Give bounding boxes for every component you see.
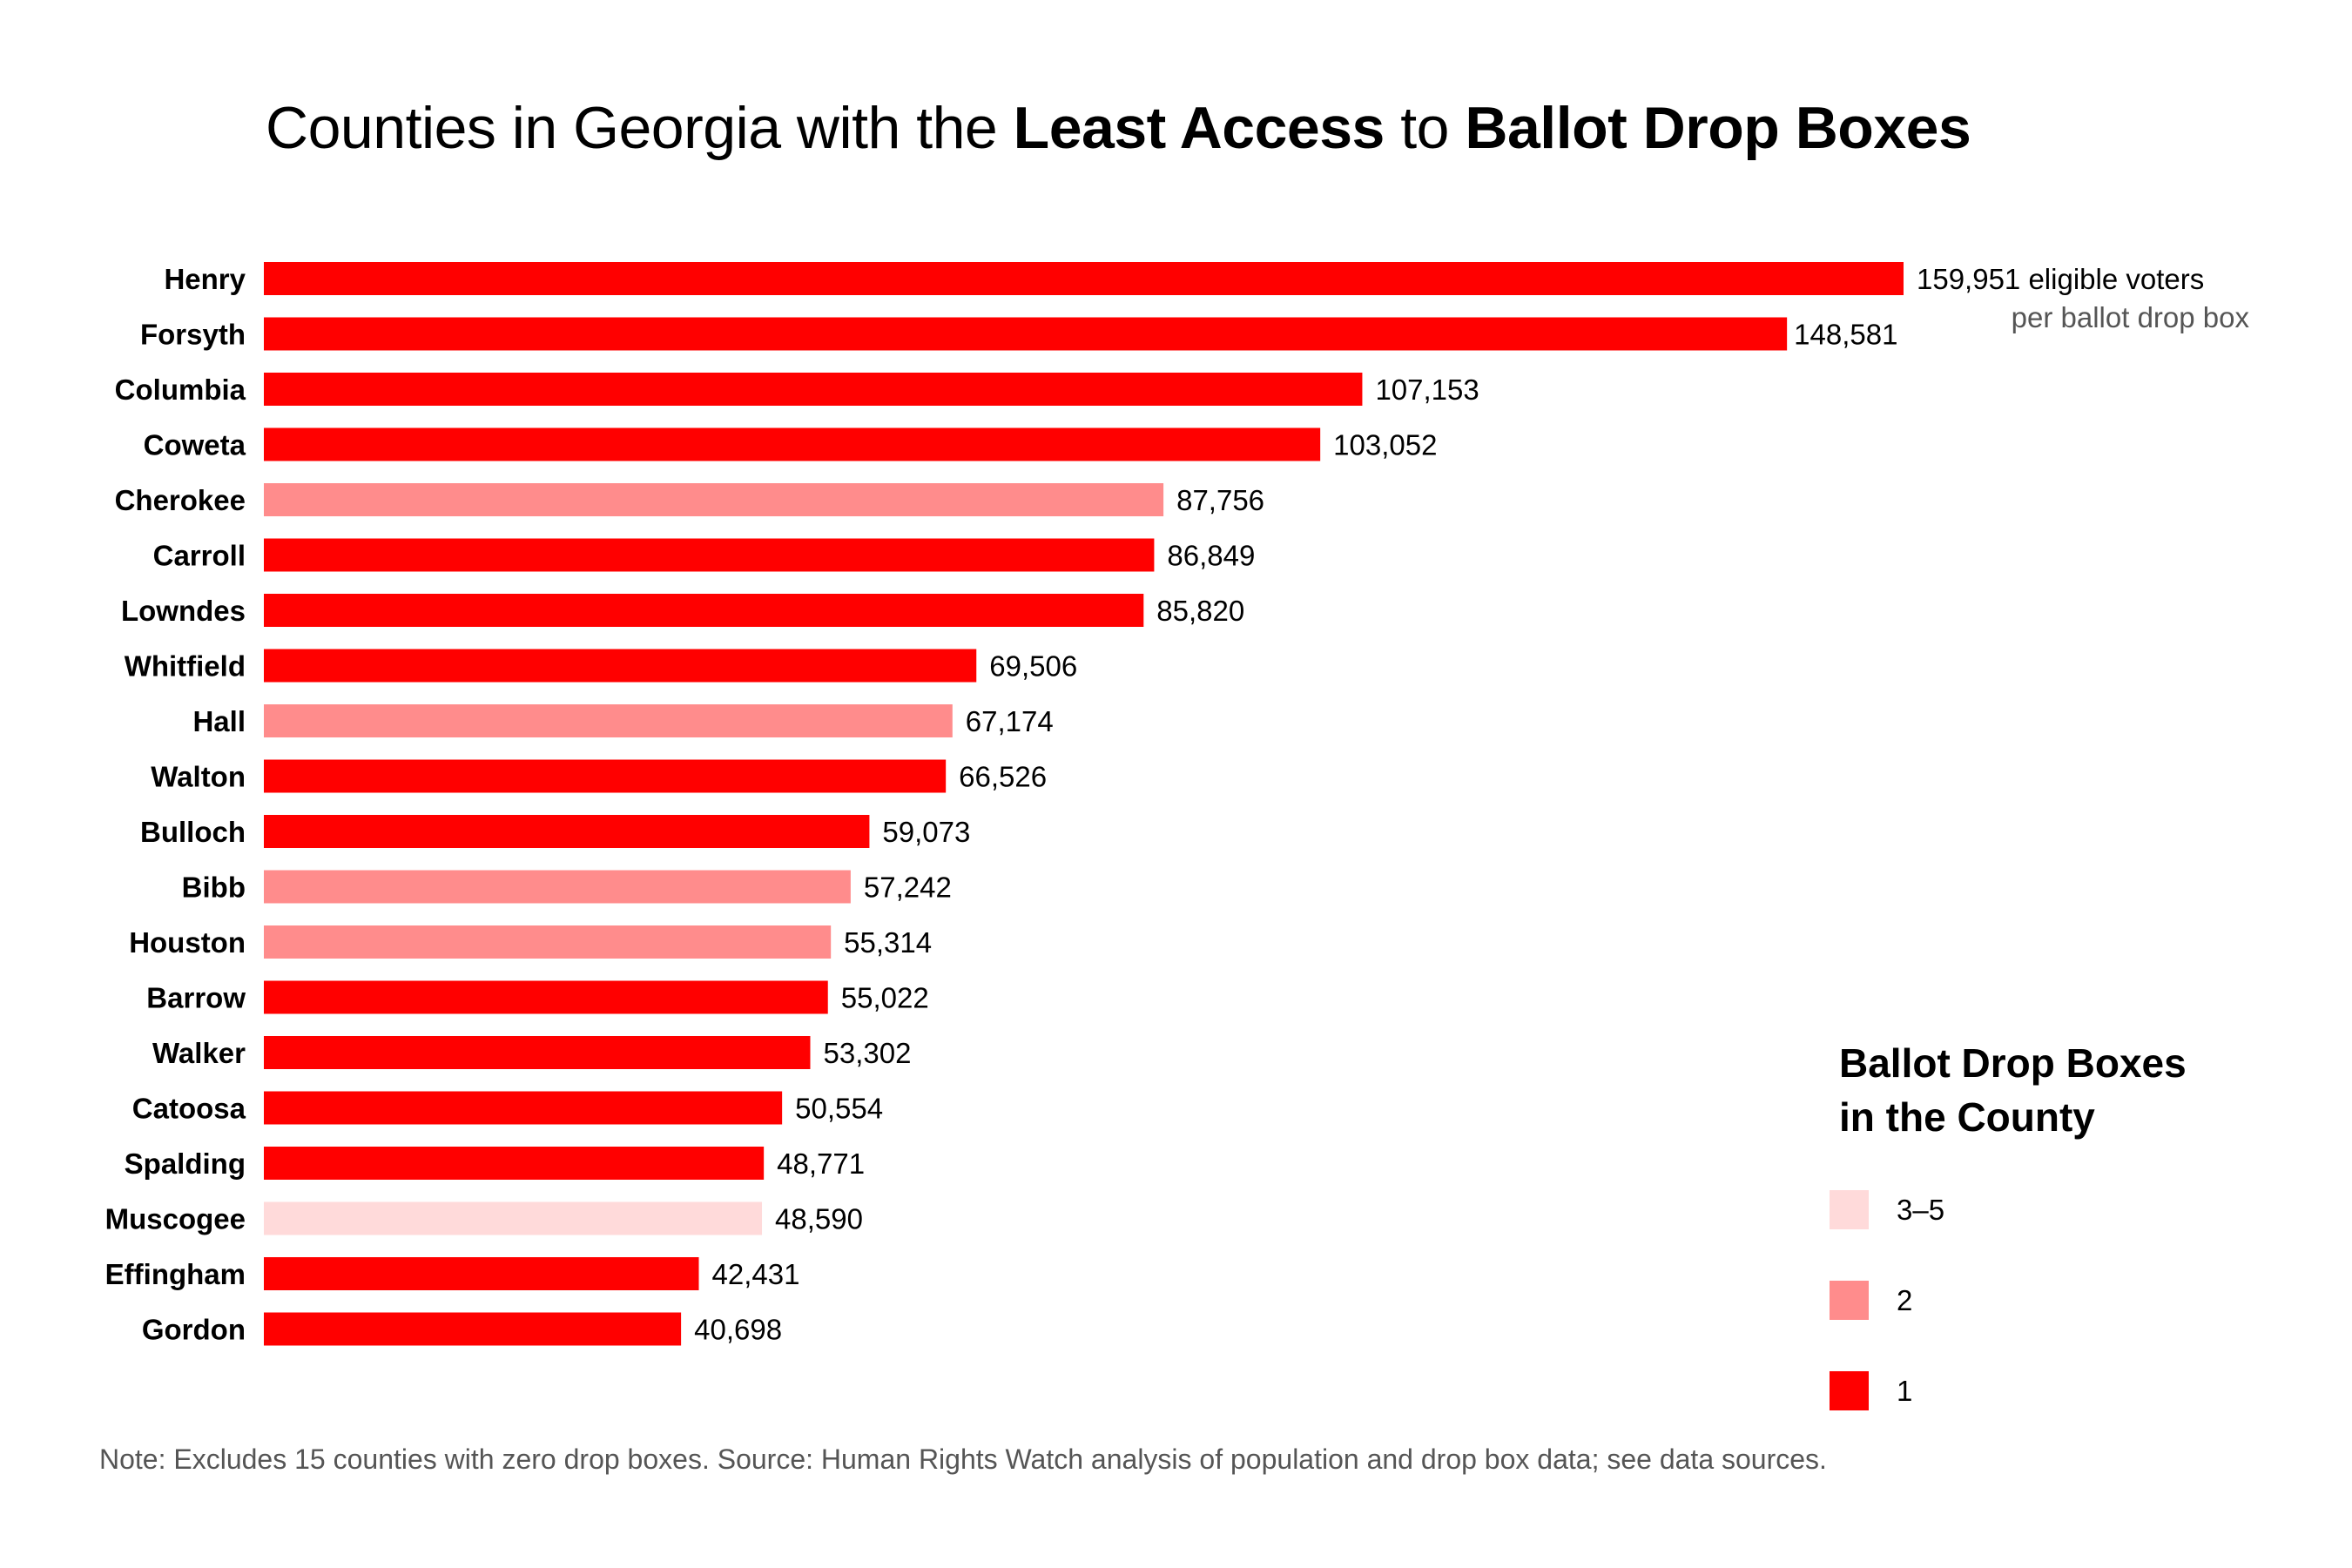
bar-coweta	[264, 427, 1321, 461]
legend: Ballot Drop Boxes in the County 3–5 2 1	[1830, 1036, 2257, 1410]
value-label: 69,506	[989, 650, 1077, 683]
value-label: 66,526	[959, 761, 1047, 793]
legend-title-line2: in the County	[1839, 1094, 2095, 1140]
legend-title: Ballot Drop Boxes in the County	[1839, 1036, 2257, 1144]
legend-item-3-5: 3–5	[1830, 1190, 1944, 1229]
legend-item-2: 2	[1830, 1281, 1912, 1320]
value-label: 59,073	[882, 816, 970, 848]
category-label: Forsyth	[140, 319, 246, 351]
legend-swatch	[1830, 1190, 1869, 1229]
category-label: Houston	[129, 926, 246, 959]
bar-forsyth	[264, 317, 1788, 351]
title-text: to	[1384, 95, 1466, 161]
bar-lowndes	[264, 594, 1144, 627]
category-label: Barrow	[146, 982, 246, 1014]
bar-walker	[264, 1036, 811, 1069]
category-label: Whitfield	[125, 650, 246, 683]
value-label: 55,022	[841, 982, 929, 1014]
legend-item-1: 1	[1830, 1371, 1912, 1410]
value-label: 50,554	[795, 1093, 883, 1125]
category-label: Walker	[152, 1037, 246, 1069]
bar-effingham	[264, 1257, 699, 1290]
bar-columbia	[264, 373, 1363, 406]
category-label: Effingham	[105, 1258, 246, 1290]
bar-cherokee	[264, 483, 1164, 516]
category-label: Bulloch	[140, 816, 246, 848]
value-label: 42,431	[712, 1258, 800, 1290]
value-label: 48,590	[775, 1203, 863, 1235]
category-label: Spalding	[125, 1147, 246, 1180]
title-bold-ballot-drop-boxes: Ballot Drop Boxes	[1465, 95, 1971, 161]
category-label: Carroll	[153, 540, 246, 572]
category-label: Muscogee	[105, 1203, 246, 1235]
value-label-subtitle: per ballot drop box	[2012, 301, 2250, 333]
value-label: 55,314	[844, 926, 932, 959]
category-label: Catoosa	[132, 1093, 246, 1125]
category-label: Gordon	[142, 1314, 246, 1346]
legend-swatch	[1830, 1371, 1869, 1410]
bar-houston	[264, 925, 832, 959]
bar-spalding	[264, 1147, 765, 1180]
category-label: Walton	[151, 761, 246, 793]
bar-whitfield	[264, 649, 977, 683]
value-label: 107,153	[1375, 373, 1479, 406]
source-note: Note: Excludes 15 counties with zero dro…	[99, 1444, 1827, 1475]
value-label: 86,849	[1167, 540, 1255, 572]
value-label: 85,820	[1156, 595, 1244, 627]
title-text: Counties in Georgia with the	[266, 95, 1014, 161]
bar-bibb	[264, 870, 851, 904]
category-label: Hall	[192, 705, 246, 737]
value-label: 48,771	[777, 1147, 865, 1180]
bar-catoosa	[264, 1091, 783, 1125]
value-label: 159,951 eligible voters	[1917, 263, 2204, 295]
value-label: 148,581	[1794, 319, 1897, 351]
bar-gordon	[264, 1312, 682, 1346]
legend-label: 1	[1897, 1374, 1913, 1407]
bar-henry	[264, 262, 1904, 295]
bar-walton	[264, 759, 947, 793]
value-label: 40,698	[694, 1314, 782, 1346]
legend-label: 2	[1897, 1283, 1913, 1316]
value-label: 87,756	[1176, 484, 1264, 516]
bar-chart: Henry 159,951 eligible voters Forsyth 148,5…	[105, 262, 2250, 1346]
category-label: Lowndes	[121, 595, 246, 627]
legend-label: 3–5	[1897, 1193, 1945, 1226]
value-label: 67,174	[966, 705, 1054, 737]
value-label: 57,242	[864, 871, 952, 904]
bar-carroll	[264, 538, 1155, 572]
legend-swatch	[1830, 1281, 1869, 1320]
category-label: Cherokee	[115, 484, 246, 516]
value-label: 53,302	[823, 1037, 911, 1069]
bar-muscogee	[264, 1201, 763, 1235]
legend-title-line1: Ballot Drop Boxes	[1839, 1040, 2187, 1086]
bar-hall	[264, 704, 953, 737]
title-bold-least-access: Least Access	[1013, 95, 1385, 161]
bar-barrow	[264, 980, 828, 1014]
value-label: 103,052	[1333, 429, 1437, 461]
category-label: Coweta	[144, 429, 246, 461]
chart-title: Counties in Georgia with the Least Acces…	[266, 94, 1971, 162]
category-label: Henry	[164, 263, 246, 295]
category-label: Columbia	[115, 373, 246, 406]
bar-bulloch	[264, 815, 870, 848]
category-label: Bibb	[182, 871, 246, 904]
